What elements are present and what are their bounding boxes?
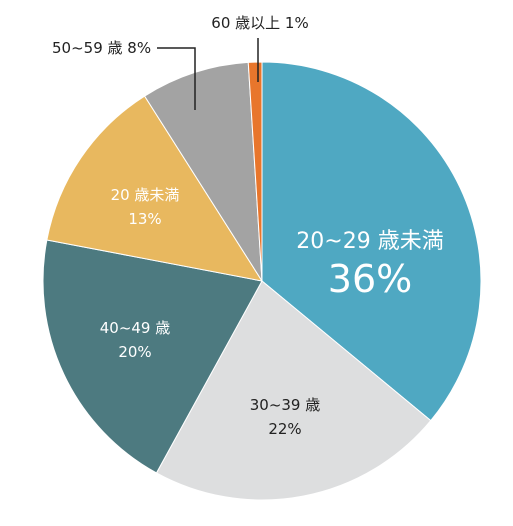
- slice-label-1: 30~39 歳: [250, 396, 321, 414]
- pie-slice-1: [155, 280, 432, 501]
- slice-label-2: 40~49 歳: [100, 319, 171, 337]
- pie-slice-0: [261, 61, 482, 422]
- slice-value-1: 22%: [268, 420, 301, 438]
- pie-slice-2: [42, 239, 263, 474]
- slice-label-5: 60 歳以上 1%: [211, 14, 308, 32]
- pie-slice-3: [46, 95, 264, 282]
- leader-lines: [157, 38, 259, 110]
- pie-slice-5: [247, 61, 263, 282]
- slice-label-0: 20~29 歳未満: [296, 229, 443, 254]
- slice-value-0: 36%: [328, 257, 412, 301]
- slice-label-4: 50~59 歳 8%: [52, 39, 151, 57]
- slice-value-2: 20%: [118, 343, 151, 361]
- slice-value-3: 13%: [128, 210, 161, 228]
- pie-slices: [42, 61, 482, 501]
- slice-label-3: 20 歳未満: [111, 186, 180, 204]
- slice-labels: 20~29 歳未満 36% 30~39 歳 22% 40~49 歳 20% 20 歳未満 13…: [52, 14, 444, 438]
- leader-line-4: [157, 47, 196, 110]
